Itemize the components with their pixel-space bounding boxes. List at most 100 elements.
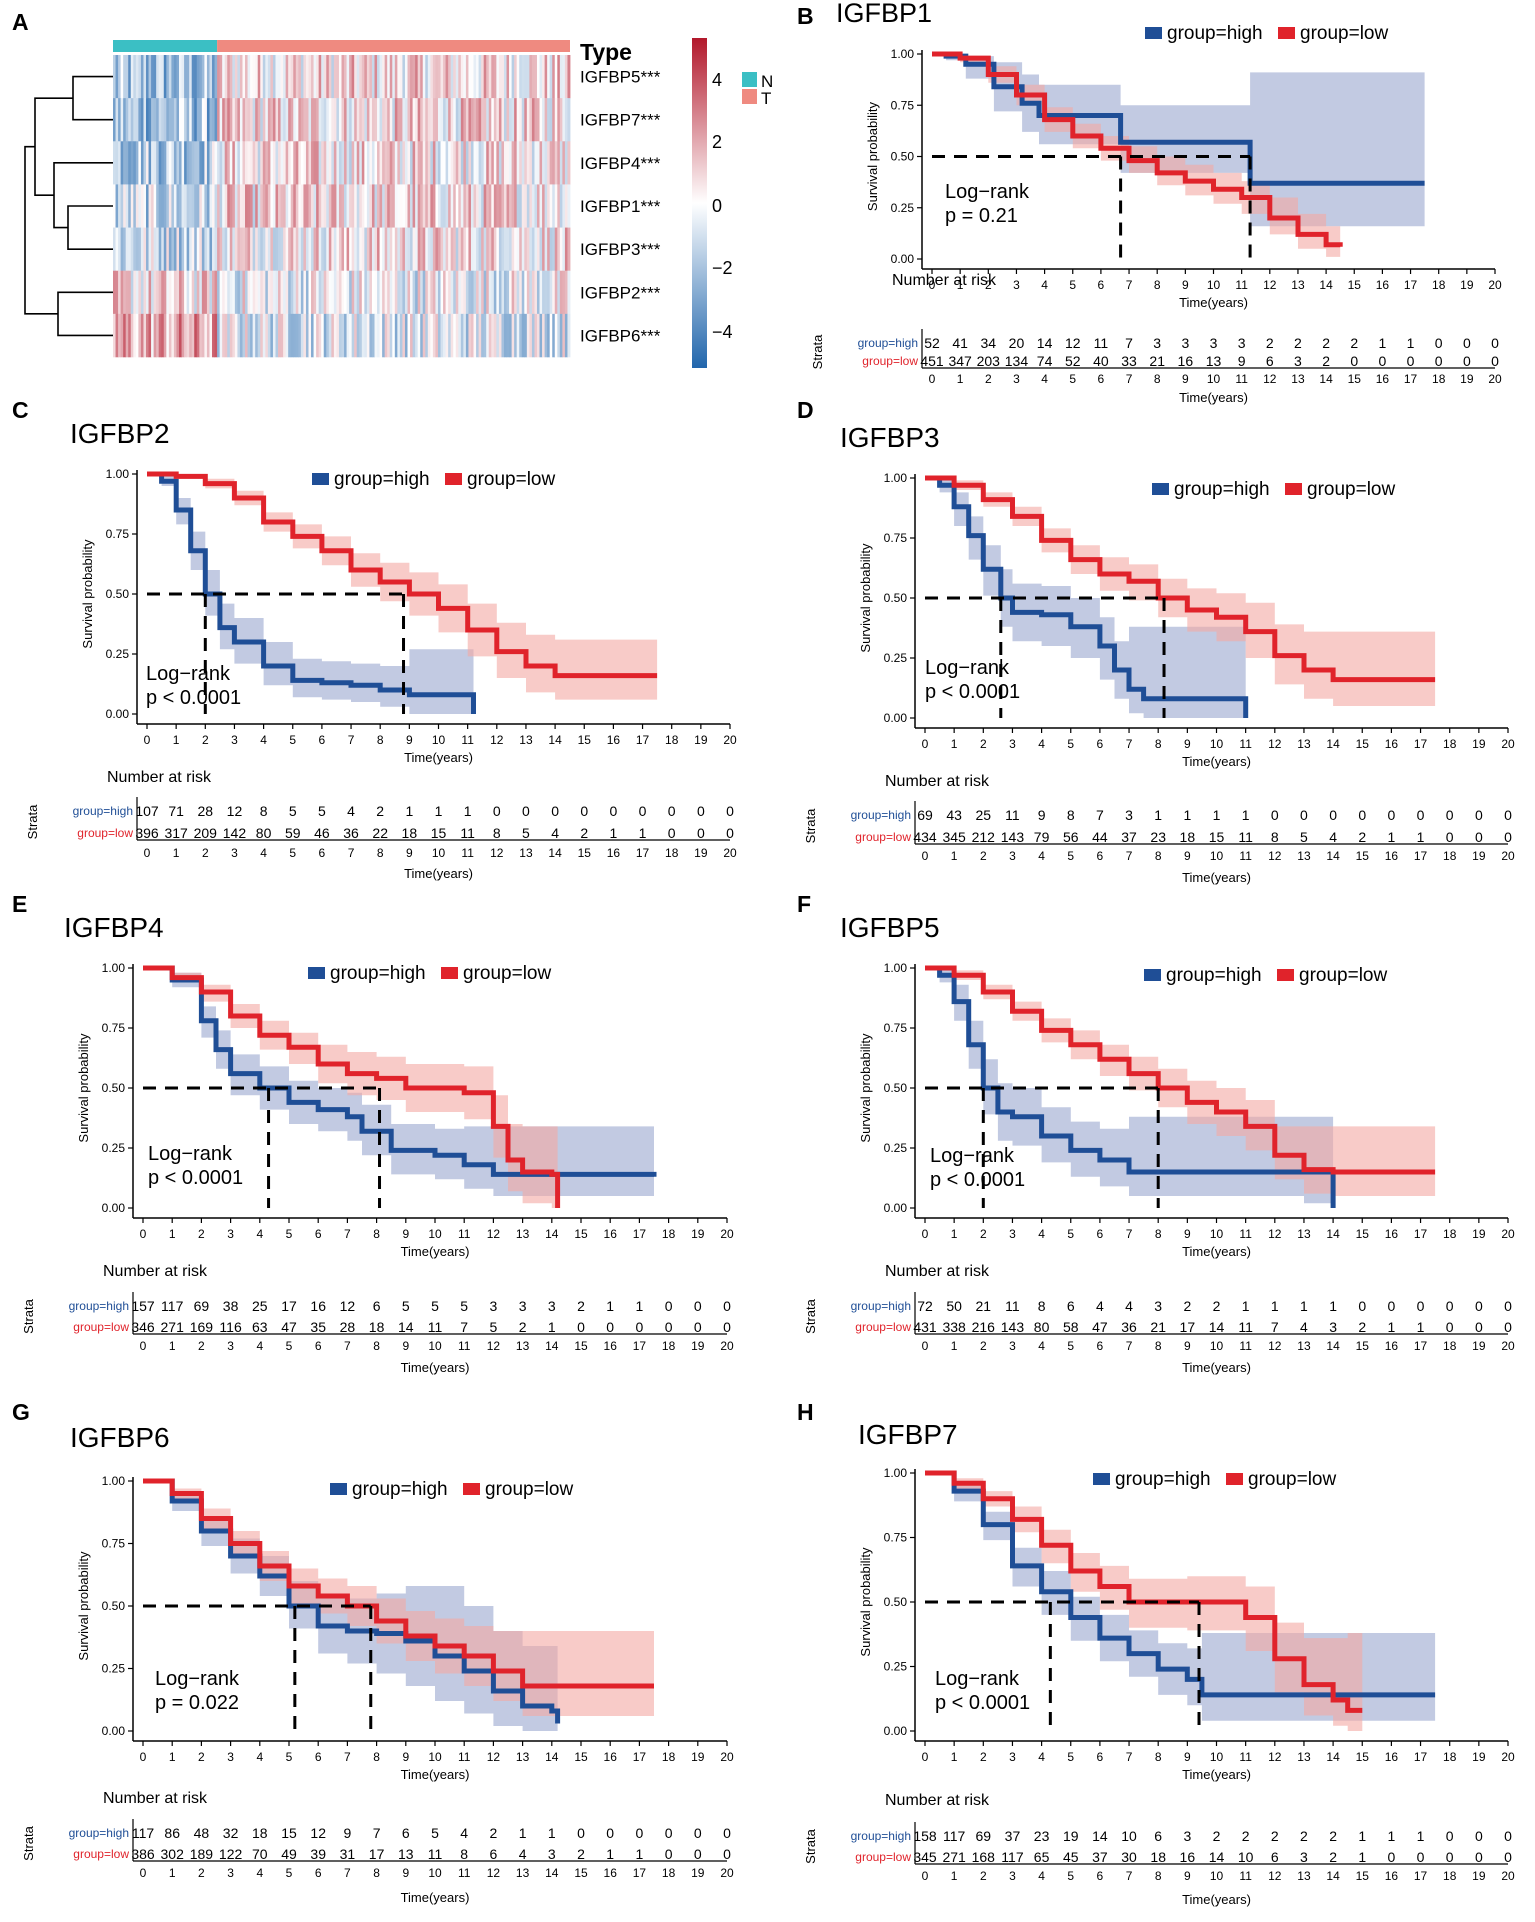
heatmap-cell bbox=[481, 313, 485, 358]
heatmap-cell bbox=[341, 184, 345, 228]
x-tick-label: 18 bbox=[662, 1750, 676, 1764]
heatmap-cell bbox=[377, 98, 380, 142]
heatmap-cell bbox=[168, 98, 172, 142]
heatmap-cell bbox=[232, 270, 236, 315]
risk-count-high: 0 bbox=[1388, 1298, 1396, 1314]
heatmap-cell bbox=[199, 141, 203, 185]
x-axis-label: Time(years) bbox=[1182, 1244, 1251, 1259]
heatmap-cell bbox=[364, 313, 368, 358]
heatmap-cell bbox=[135, 227, 139, 272]
heatmap-cell bbox=[460, 141, 464, 185]
heatmap-cell bbox=[392, 313, 396, 358]
heatmap-cell bbox=[351, 184, 355, 228]
risk-count-low: 7 bbox=[1271, 1319, 1279, 1335]
risk-x-tick-label: 10 bbox=[428, 1339, 442, 1353]
heatmap-cell bbox=[506, 98, 510, 142]
heatmap-cell bbox=[303, 141, 307, 185]
heatmap-cell bbox=[493, 313, 497, 358]
heatmap-cell bbox=[237, 55, 241, 99]
risk-count-low: 5 bbox=[1300, 829, 1308, 845]
risk-x-tick-label: 13 bbox=[1297, 849, 1311, 863]
heatmap-cell bbox=[295, 141, 299, 185]
heatmap-cell bbox=[460, 55, 464, 99]
heatmap-cell bbox=[435, 141, 439, 185]
heatmap-cell bbox=[476, 184, 479, 228]
risk-count-low: 37 bbox=[1121, 829, 1137, 845]
heatmap-cell bbox=[529, 227, 533, 272]
risk-label-high: group=high bbox=[858, 336, 918, 350]
heatmap-cell bbox=[473, 184, 477, 228]
risk-count-low: 1 bbox=[610, 825, 618, 841]
heatmap-cell bbox=[549, 227, 553, 272]
heatmap-cell bbox=[356, 270, 360, 315]
heatmap-cell bbox=[392, 184, 396, 228]
x-tick-label: 15 bbox=[1356, 737, 1370, 751]
heatmap-cell bbox=[283, 313, 287, 358]
heatmap-cell bbox=[371, 313, 375, 358]
heatmap-cell bbox=[171, 227, 175, 272]
heatmap-cell bbox=[308, 141, 312, 185]
heatmap-cell bbox=[219, 98, 223, 142]
heatmap-cell bbox=[191, 141, 195, 185]
heatmap-cell bbox=[392, 55, 396, 99]
heatmap-cell bbox=[247, 313, 251, 358]
heatmap-cell bbox=[270, 55, 274, 99]
heatmap-cell bbox=[542, 270, 546, 315]
heatmap-cell bbox=[171, 313, 175, 358]
heatmap-cell bbox=[189, 55, 193, 99]
risk-count-high: 20 bbox=[1009, 335, 1025, 351]
p-value: p = 0.022 bbox=[155, 1692, 239, 1714]
risk-count-high: 0 bbox=[1504, 1298, 1512, 1314]
heatmap-cell bbox=[128, 141, 132, 185]
x-axis-label: Time(years) bbox=[1179, 295, 1248, 310]
heatmap-cell bbox=[224, 55, 228, 99]
risk-x-tick-label: 9 bbox=[1182, 372, 1189, 386]
risk-x-tick-label: 6 bbox=[315, 1866, 322, 1880]
risk-count-low: 0 bbox=[1350, 353, 1358, 369]
legend-label-low: group=low bbox=[463, 963, 551, 984]
heatmap-cell bbox=[392, 227, 396, 272]
heatmap-cell bbox=[425, 270, 429, 315]
heatmap-cell bbox=[260, 227, 264, 272]
risk-x-tick-label: 11 bbox=[458, 1866, 471, 1880]
heatmap-cell bbox=[186, 227, 190, 272]
heatmap-cell bbox=[384, 270, 388, 315]
heatmap-cell bbox=[250, 55, 254, 99]
heatmap-cell bbox=[516, 98, 520, 142]
heatmap-cell bbox=[430, 270, 434, 315]
risk-x-tick-label: 2 bbox=[985, 372, 992, 386]
y-tick-label: 0.00 bbox=[884, 1201, 908, 1215]
heatmap-cell bbox=[554, 141, 558, 185]
risk-x-axis-label: Time(years) bbox=[1179, 390, 1248, 405]
risk-count-high: 5 bbox=[460, 1298, 468, 1314]
x-tick-label: 8 bbox=[373, 1227, 380, 1241]
heatmap-cell bbox=[219, 270, 223, 315]
risk-count-high: 2 bbox=[376, 803, 384, 819]
heatmap-cell bbox=[293, 98, 297, 142]
heatmap-cell bbox=[328, 55, 332, 99]
heatmap-cell bbox=[201, 270, 205, 315]
risk-x-tick-label: 7 bbox=[1126, 1339, 1133, 1353]
heatmap-cell bbox=[559, 55, 563, 99]
heatmap-cell bbox=[410, 227, 413, 272]
x-tick-label: 4 bbox=[1038, 737, 1045, 751]
risk-count-low: 11 bbox=[460, 825, 475, 841]
x-tick-label: 9 bbox=[1182, 278, 1189, 292]
heatmap-cell bbox=[181, 141, 185, 185]
heatmap-cell bbox=[529, 184, 533, 228]
heatmap-cell bbox=[559, 227, 563, 272]
x-tick-label: 6 bbox=[1097, 1227, 1104, 1241]
x-tick-label: 8 bbox=[1155, 1227, 1162, 1241]
risk-x-tick-label: 5 bbox=[286, 1339, 293, 1353]
risk-label-high: group=high bbox=[851, 808, 911, 822]
heatmap-cell bbox=[303, 98, 307, 142]
risk-count-high: 0 bbox=[1435, 335, 1443, 351]
heatmap-cell bbox=[544, 184, 548, 228]
risk-label-high: group=high bbox=[73, 804, 133, 818]
risk-count-low: 5 bbox=[490, 1319, 498, 1335]
heatmap-cell bbox=[237, 227, 241, 272]
heatmap-cell bbox=[288, 55, 292, 99]
risk-count-low: 46 bbox=[314, 825, 330, 841]
x-tick-label: 14 bbox=[1319, 278, 1333, 292]
